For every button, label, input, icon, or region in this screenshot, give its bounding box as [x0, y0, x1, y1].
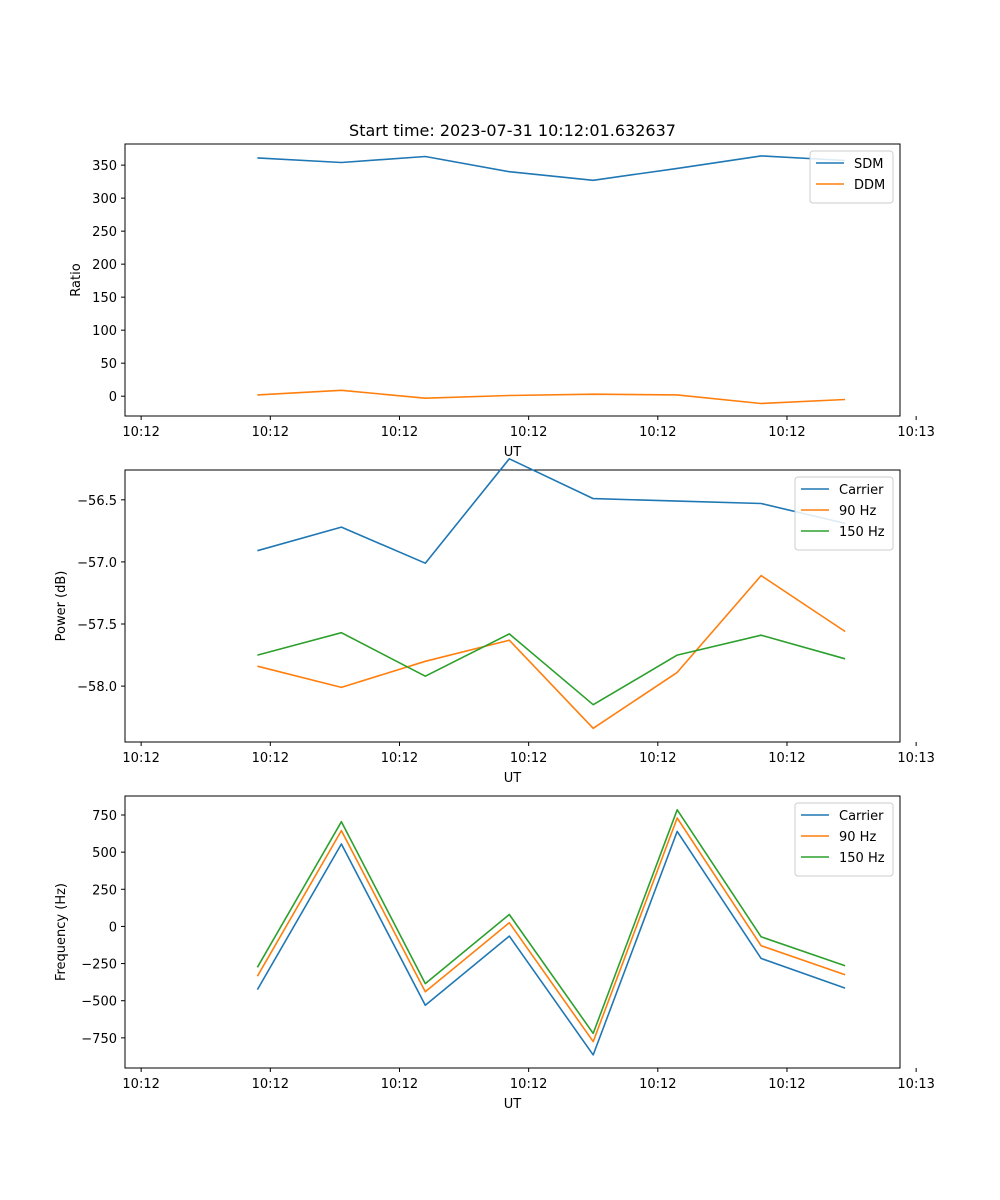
plot-area: [124, 143, 901, 417]
chart-panel-1: Start time: 2023-07-31 10:12:01.632637 10…: [69, 121, 935, 460]
chart-panel-2: 10:12 10:12 10:12 10:12 10:12 10:12 10:13 UT −58…: [54, 457, 935, 786]
legend-label: DDM: [854, 178, 885, 193]
legend: Carrier 90 Hz 150 Hz: [794, 802, 894, 877]
x-tick-label: 10:12: [510, 751, 547, 766]
y-tick-label: 750: [92, 809, 117, 824]
x-tick-label: 10:12: [768, 751, 805, 766]
y-tick-label: −57.0: [77, 556, 117, 571]
legend-label: 90 Hz: [839, 504, 876, 519]
y-tick-label: 150: [92, 291, 117, 306]
y-tick-label: 250: [92, 883, 117, 898]
legend-label: 150 Hz: [839, 525, 885, 540]
x-tick-label: 10:12: [252, 751, 289, 766]
x-tick-label: 10:12: [768, 1077, 805, 1092]
series-line-150-hz: [257, 631, 846, 706]
x-tick-label: 10:13: [897, 425, 934, 440]
legend: SDM DDM: [809, 150, 894, 204]
y-axis-label: Frequency (Hz): [54, 883, 69, 981]
y-axis-label: Ratio: [69, 263, 84, 296]
y-tick-label: 50: [100, 357, 117, 372]
legend-label: 90 Hz: [839, 830, 876, 845]
x-tick-label: 10:12: [122, 425, 159, 440]
x-tick-label: 10:12: [252, 425, 289, 440]
legend-box: [809, 150, 894, 204]
y-tick-label: −56.5: [77, 494, 117, 509]
x-tick-label: 10:12: [639, 751, 676, 766]
legend: Carrier 90 Hz 150 Hz: [794, 476, 894, 551]
y-tick-label: 300: [92, 192, 117, 207]
legend-label: Carrier: [839, 483, 884, 498]
x-tick-label: 10:13: [897, 751, 934, 766]
y-tick-label: 250: [92, 225, 117, 240]
x-tick-label: 10:12: [381, 1077, 418, 1092]
x-tick-label: 10:12: [122, 1077, 159, 1092]
legend-label: 150 Hz: [839, 851, 885, 866]
plot-area: [124, 469, 901, 743]
x-tick-label: 10:12: [122, 751, 159, 766]
y-tick-label: −750: [81, 1032, 117, 1047]
x-axis-label: UT: [504, 1097, 522, 1112]
y-axis-label: Power (dB): [54, 571, 69, 642]
x-tick-label: 10:13: [897, 1077, 934, 1092]
legend-label: Carrier: [839, 809, 884, 824]
plot-area: [124, 795, 901, 1069]
y-tick-label: −57.5: [77, 618, 117, 633]
y-tick-label: 100: [92, 324, 117, 339]
series-line-90-hz: [257, 574, 846, 730]
x-axis-label: UT: [504, 771, 522, 786]
y-tick-label: 0: [109, 390, 117, 405]
x-tick-label: 10:12: [252, 1077, 289, 1092]
y-tick-label: 0: [109, 920, 117, 935]
series-line-carrier: [256, 830, 846, 1056]
x-tick-label: 10:12: [510, 425, 547, 440]
x-axis-label: UT: [504, 445, 522, 460]
chart-panel-3: 10:12 10:12 10:12 10:12 10:12 10:12 10:13 UT −75…: [54, 795, 935, 1112]
x-tick-label: 10:12: [639, 1077, 676, 1092]
series-line-ddm: [257, 389, 846, 405]
y-tick-label: −250: [81, 958, 117, 973]
x-tick-label: 10:12: [768, 425, 805, 440]
x-tick-label: 10:12: [639, 425, 676, 440]
chart-title: Start time: 2023-07-31 10:12:01.632637: [349, 121, 676, 140]
y-tick-label: −58.0: [77, 680, 117, 695]
x-tick-label: 10:12: [381, 425, 418, 440]
y-tick-label: −500: [81, 995, 117, 1010]
y-tick-label: 500: [92, 846, 117, 861]
x-tick-label: 10:12: [510, 1077, 547, 1092]
series-line-90-hz: [256, 817, 846, 1043]
y-tick-label: 200: [92, 258, 117, 273]
x-tick-label: 10:12: [381, 751, 418, 766]
y-tick-label: 350: [92, 159, 117, 174]
series-line-150-hz: [256, 808, 846, 1035]
series-line-carrier: [257, 457, 846, 565]
legend-label: SDM: [854, 157, 883, 172]
series-line-sdm: [257, 155, 846, 182]
